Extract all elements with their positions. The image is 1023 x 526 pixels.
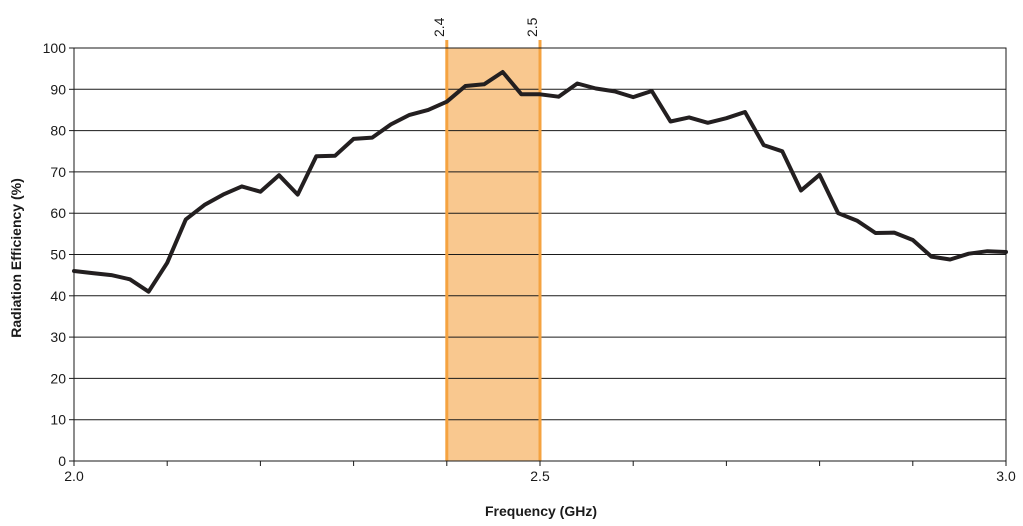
y-tick-label: 70: [50, 164, 66, 180]
x-tick-label: 2.0: [64, 468, 84, 484]
y-tick-label: 30: [50, 329, 66, 345]
y-tick-label: 40: [50, 288, 66, 304]
y-tick-label: 50: [50, 247, 66, 263]
y-tick-label: 80: [50, 123, 66, 139]
series-layer: [72, 70, 1008, 294]
labels: 0 10 20 30 40 50 60 70 80 90 100 2.0 2.5 3.0 2.4 2.5: [43, 17, 1016, 484]
series-line-0: [72, 70, 1008, 294]
axes: [69, 47, 1007, 466]
y-tick-label: 0: [58, 453, 66, 469]
y-axis-title: Radiation Efficiency (%): [8, 178, 24, 337]
band-label-to: 2.5: [524, 17, 540, 37]
y-tick-label: 100: [43, 40, 67, 56]
y-tick-label: 20: [50, 370, 66, 386]
x-tick-label: 2.5: [530, 468, 550, 484]
y-tick-label: 90: [50, 81, 66, 97]
band-label-from: 2.4: [431, 17, 447, 37]
y-tick-label: 60: [50, 205, 66, 221]
x-tick-label: 3.0: [996, 468, 1016, 484]
y-tick-label: 10: [50, 412, 66, 428]
x-axis-title: Frequency (GHz): [485, 503, 597, 519]
band-edges: [445, 40, 542, 461]
